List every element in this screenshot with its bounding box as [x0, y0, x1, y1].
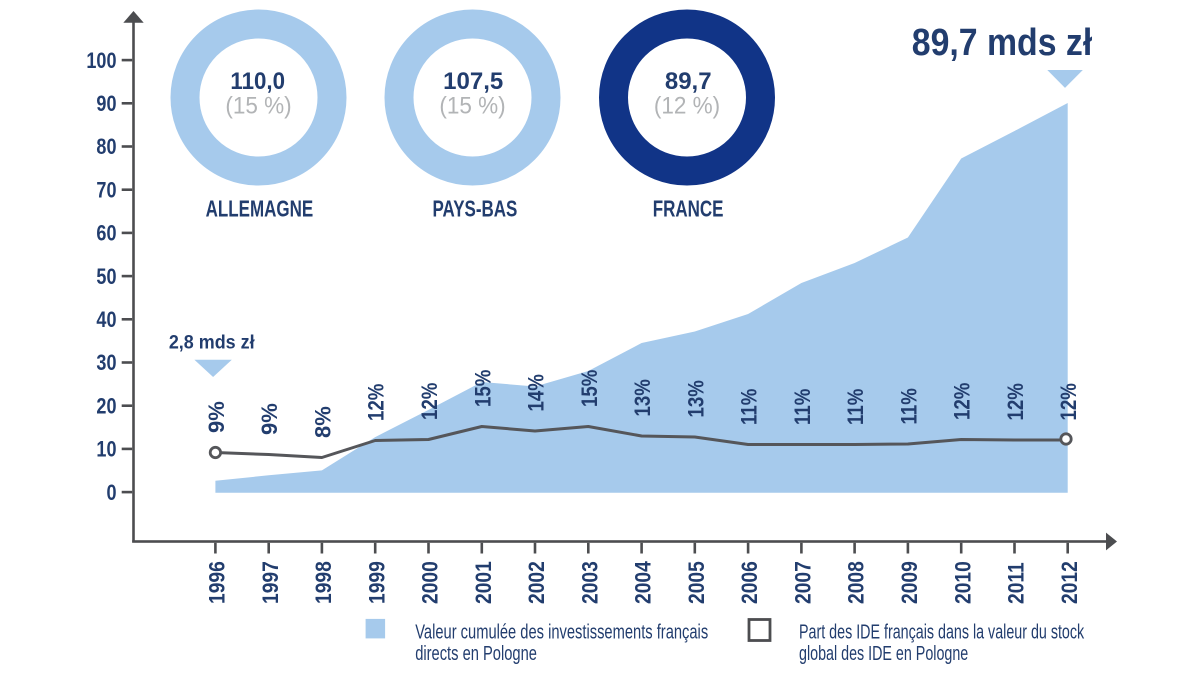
svg-text:15%: 15% [578, 370, 602, 407]
svg-text:2006: 2006 [738, 561, 762, 604]
svg-text:11%: 11% [792, 389, 816, 425]
svg-text:2012: 2012 [1058, 561, 1082, 604]
svg-text:70: 70 [96, 179, 116, 203]
svg-text:30: 30 [96, 352, 116, 376]
svg-text:8%: 8% [310, 406, 335, 438]
svg-text:80: 80 [96, 136, 116, 160]
svg-text:2003: 2003 [578, 561, 602, 604]
svg-text:2011: 2011 [1004, 562, 1028, 604]
svg-text:(12 %): (12 %) [654, 92, 720, 119]
svg-text:2009: 2009 [898, 561, 922, 604]
svg-text:110,0: 110,0 [230, 67, 285, 94]
svg-text:11%: 11% [845, 389, 869, 425]
svg-text:12%: 12% [419, 383, 443, 420]
svg-text:13%: 13% [632, 379, 656, 416]
svg-text:(15 %): (15 %) [439, 92, 505, 119]
svg-text:global des IDE en Pologne: global des IDE en Pologne [799, 641, 968, 664]
svg-text:Part des IDE français dans la: Part des IDE français dans la valeur du … [799, 620, 1084, 643]
svg-text:9%: 9% [204, 401, 229, 433]
svg-text:2007: 2007 [791, 561, 815, 604]
svg-text:89,7 mds zł: 89,7 mds zł [912, 20, 1092, 63]
svg-text:12%: 12% [951, 383, 975, 420]
svg-text:20: 20 [96, 395, 116, 419]
svg-text:15%: 15% [472, 370, 496, 407]
svg-text:40: 40 [96, 308, 116, 332]
svg-text:1998: 1998 [312, 561, 336, 604]
svg-text:ALLEMAGNE: ALLEMAGNE [206, 197, 314, 222]
svg-text:2004: 2004 [632, 561, 656, 604]
svg-text:11%: 11% [738, 389, 762, 425]
svg-text:50: 50 [96, 265, 116, 289]
svg-text:107,5: 107,5 [443, 68, 503, 95]
svg-text:1996: 1996 [205, 561, 229, 604]
svg-text:12%: 12% [1058, 383, 1082, 420]
svg-text:10: 10 [96, 438, 116, 462]
svg-text:60: 60 [96, 222, 116, 246]
svg-text:Valeur cumulée des investissem: Valeur cumulée des investissements franç… [415, 620, 708, 643]
svg-text:0: 0 [106, 481, 116, 505]
svg-text:2005: 2005 [685, 561, 709, 604]
svg-text:90: 90 [96, 92, 116, 116]
svg-text:1999: 1999 [365, 561, 389, 604]
svg-text:2001: 2001 [472, 561, 496, 604]
svg-text:11%: 11% [898, 388, 922, 424]
svg-text:2010: 2010 [951, 561, 975, 604]
svg-text:2008: 2008 [845, 561, 869, 604]
svg-text:(15 %): (15 %) [225, 92, 291, 119]
svg-text:9%: 9% [257, 403, 282, 435]
svg-text:12%: 12% [365, 384, 389, 421]
svg-text:2000: 2000 [418, 561, 442, 604]
svg-text:directs en Pologne: directs en Pologne [415, 642, 537, 665]
svg-text:2,8 mds zł: 2,8 mds zł [169, 331, 256, 353]
svg-text:89,7: 89,7 [665, 68, 712, 95]
svg-text:1997: 1997 [259, 561, 283, 604]
svg-text:2002: 2002 [525, 561, 549, 604]
svg-text:12%: 12% [1005, 383, 1029, 420]
svg-text:14%: 14% [525, 374, 549, 411]
svg-text:100: 100 [86, 49, 116, 73]
svg-text:13%: 13% [685, 380, 709, 417]
svg-text:PAYS-BAS: PAYS-BAS [432, 197, 517, 222]
svg-text:FRANCE: FRANCE [653, 197, 724, 222]
